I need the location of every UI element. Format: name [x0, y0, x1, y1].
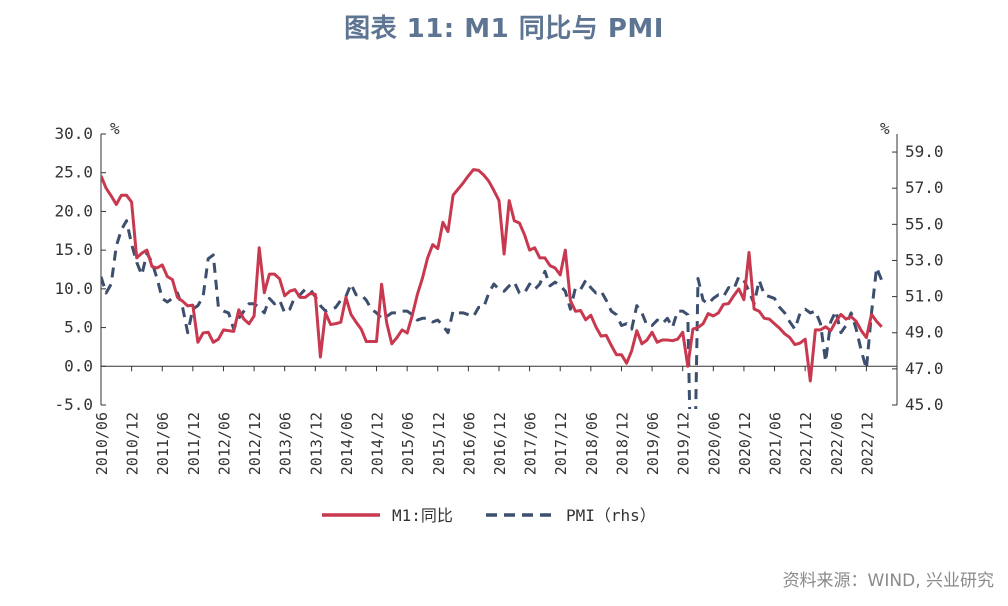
axes	[100, 134, 898, 405]
x-axis-ticks: 2010/06 2010/12 2011/06 2011/12 2012/06 2012/…	[93, 366, 876, 475]
right-axis-unit: %	[880, 119, 890, 138]
x-tick-label: 2020/12	[736, 412, 754, 475]
right-tick-label: 57.0	[905, 178, 944, 197]
left-tick-label: 0.0	[64, 356, 93, 375]
left-tick-label: 5.0	[64, 318, 93, 337]
x-tick-label: 2011/06	[154, 412, 172, 475]
series-layer	[101, 168, 884, 409]
x-tick-label: 2011/12	[185, 412, 203, 475]
x-tick-label: 2018/12	[613, 412, 631, 475]
x-tick-label: 2010/06	[93, 412, 111, 475]
right-tick-label: 53.0	[905, 250, 944, 269]
series-pmi-line	[101, 219, 884, 409]
left-tick-label: 30.0	[54, 124, 93, 143]
x-tick-label: 2021/06	[767, 412, 785, 475]
source-note: 资料来源：WIND, 兴业研究	[782, 571, 994, 591]
x-tick-label: 2019/06	[644, 412, 662, 475]
left-axis-ticks: -5.0 0.0 5.0 10.0 15.0 20.0 25.0 30.0	[54, 124, 106, 414]
x-tick-label: 2017/12	[552, 412, 570, 475]
x-tick-label: 2016/12	[491, 412, 509, 475]
x-tick-label: 2022/12	[858, 412, 876, 475]
x-tick-label: 2014/06	[338, 412, 356, 475]
x-tick-label: 2016/06	[460, 412, 478, 475]
left-tick-label: 25.0	[54, 163, 93, 182]
right-tick-label: 55.0	[905, 214, 944, 233]
chart-title: 图表 11: M1 同比与 PMI	[344, 14, 664, 44]
right-tick-label: 49.0	[905, 323, 944, 342]
x-tick-label: 2022/06	[828, 412, 846, 475]
right-tick-label: 45.0	[905, 395, 944, 414]
left-tick-label: 20.0	[54, 201, 93, 220]
x-tick-label: 2015/06	[399, 412, 417, 475]
legend-m1-label: M1:同比	[392, 506, 453, 525]
x-tick-label: 2010/12	[124, 412, 142, 475]
right-tick-label: 51.0	[905, 287, 944, 306]
x-tick-label: 2013/12	[307, 412, 325, 475]
x-tick-label: 2014/12	[369, 412, 387, 475]
x-tick-label: 2019/12	[675, 412, 693, 475]
right-axis-ticks: 45.0 47.0 49.0 51.0 53.0 55.0 57.0 59.0	[892, 142, 944, 414]
left-tick-label: 15.0	[54, 240, 93, 259]
left-tick-label: -5.0	[54, 395, 93, 414]
x-tick-label: 2015/12	[430, 412, 448, 475]
x-tick-label: 2017/06	[522, 412, 540, 475]
x-tick-label: 2018/06	[583, 412, 601, 475]
x-tick-label: 2020/06	[705, 412, 723, 475]
right-tick-label: 47.0	[905, 359, 944, 378]
legend: M1:同比 PMI（rhs）	[322, 506, 656, 525]
right-tick-label: 59.0	[905, 142, 944, 161]
x-tick-label: 2012/06	[215, 412, 233, 475]
left-axis-unit: %	[110, 119, 120, 138]
x-tick-label: 2012/12	[246, 412, 264, 475]
legend-pmi-label: PMI（rhs）	[566, 506, 656, 525]
x-tick-label: 2021/12	[797, 412, 815, 475]
left-tick-label: 10.0	[54, 279, 93, 298]
x-tick-label: 2013/06	[277, 412, 295, 475]
series-m1-line	[101, 168, 883, 383]
